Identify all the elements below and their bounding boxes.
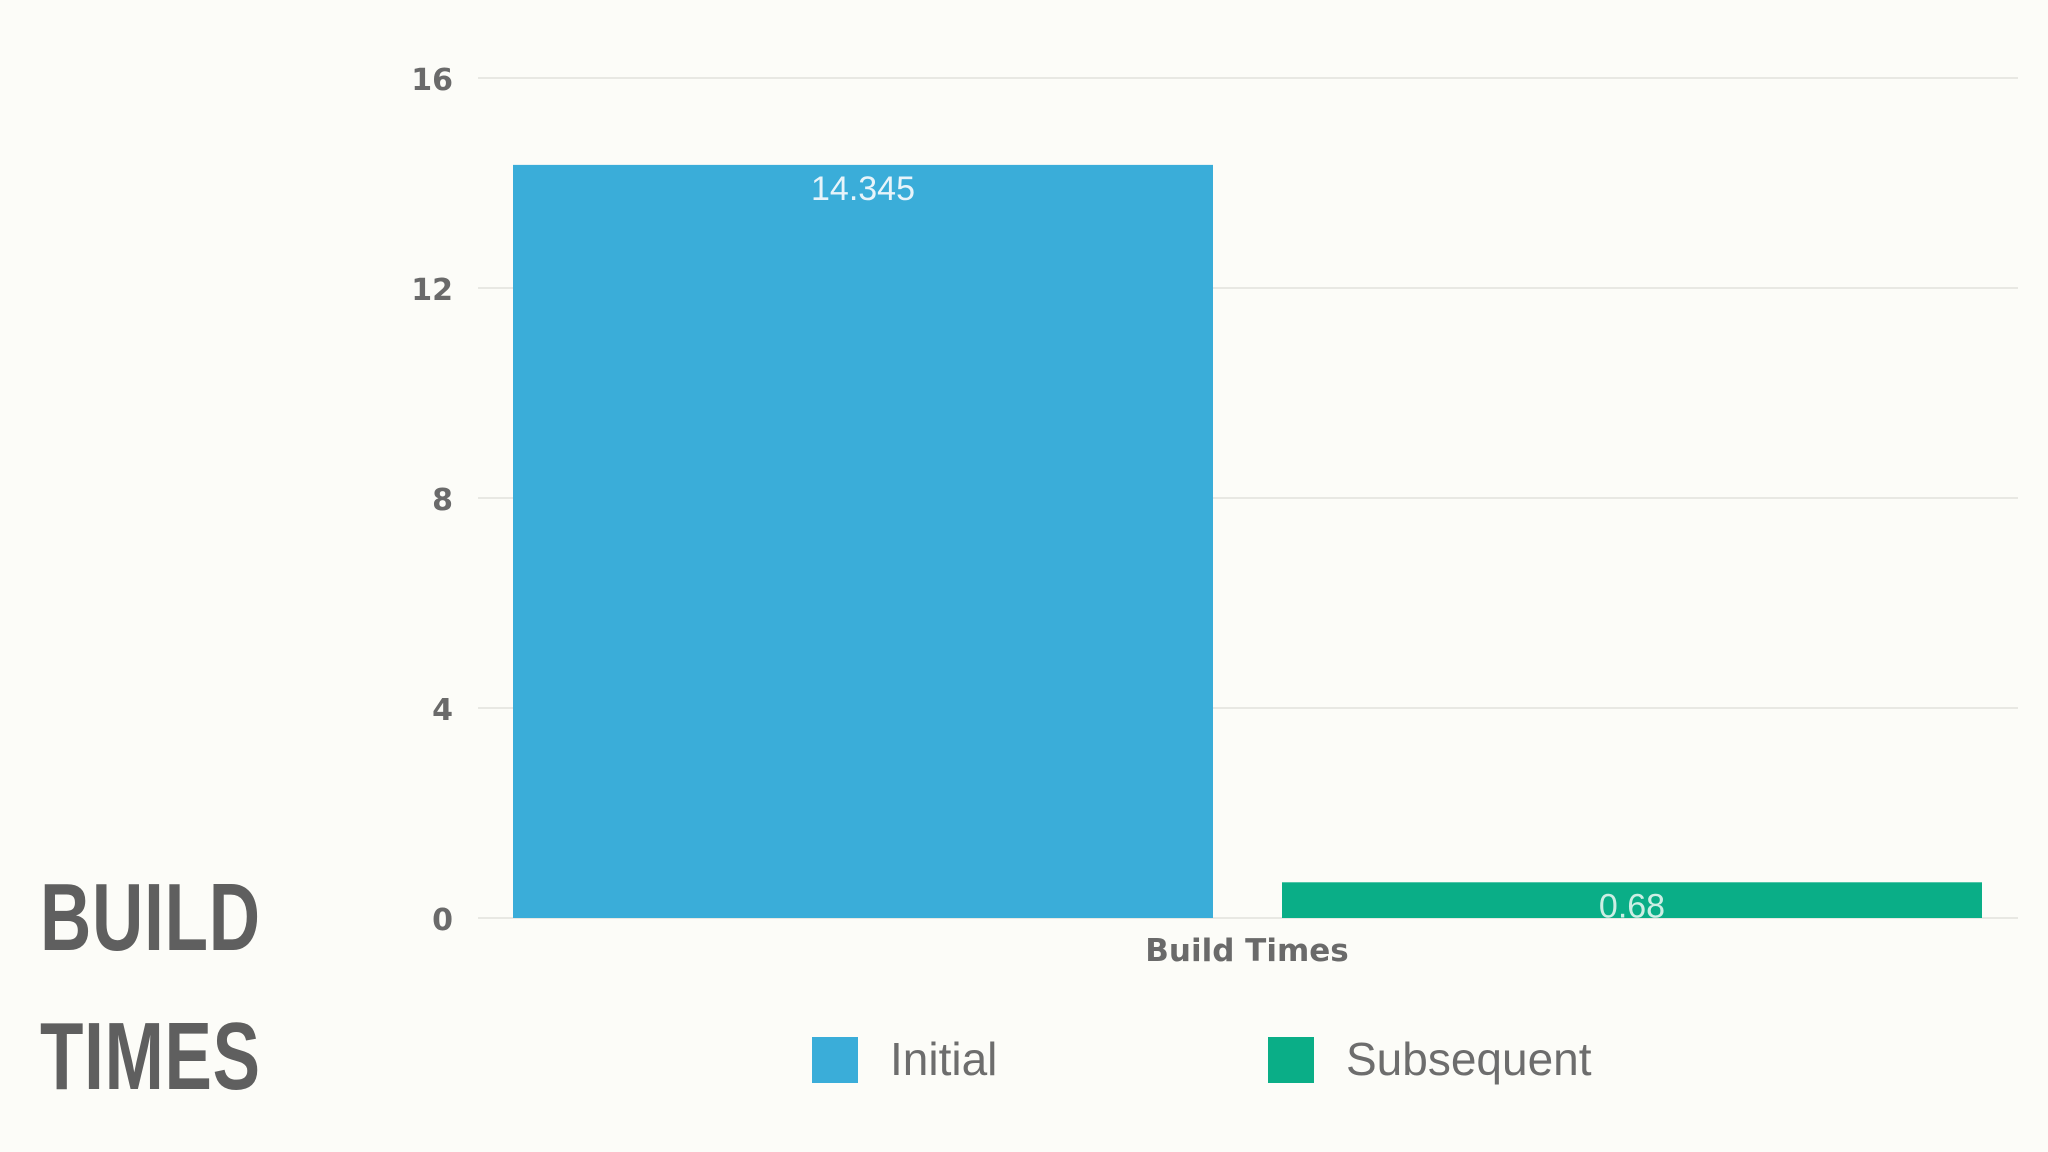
x-axis-label: Build Times [1145, 933, 1348, 969]
slide-title: BUILD TIMES [40, 848, 292, 1126]
legend-swatch-initial [812, 1037, 858, 1083]
legend-label-initial: Initial [890, 1033, 997, 1085]
y-tick-label: 16 [411, 63, 453, 98]
slide-title-line-2: TIMES [40, 1003, 261, 1110]
data-label-subsequent: 0.68 [1599, 887, 1665, 925]
bar-subsequent [1282, 882, 1982, 918]
slide-title-line-1: BUILD [40, 864, 261, 971]
data-label-initial: 14.345 [811, 170, 915, 208]
legend-swatch-subsequent [1268, 1037, 1314, 1083]
bar-initial [513, 164, 1213, 918]
y-tick-label: 8 [432, 483, 453, 518]
legend-label-subsequent: Subsequent [1346, 1033, 1592, 1085]
y-tick-label: 4 [432, 693, 453, 728]
y-tick-label: 12 [411, 273, 453, 308]
y-tick-label: 0 [432, 903, 453, 938]
